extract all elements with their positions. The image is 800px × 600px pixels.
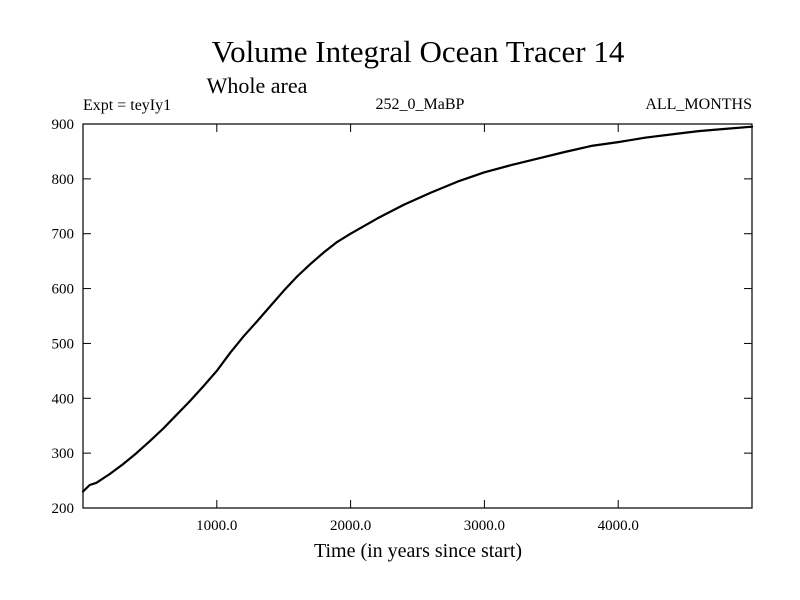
x-tick-label: 2000.0	[330, 518, 371, 534]
y-tick-label: 600	[52, 282, 75, 298]
series-layer	[81, 125, 754, 493]
run-label: 252_0_MaBP	[376, 96, 465, 113]
months-label: ALL_MONTHS	[645, 96, 752, 113]
y-tick-label: 200	[52, 501, 75, 517]
y-tick-label: 400	[52, 391, 75, 407]
y-axis: 200 300 400 500 600 700 800 900	[52, 117, 752, 517]
x-tick-label: 4000.0	[598, 518, 639, 534]
y-tick-label: 500	[52, 336, 75, 352]
chart-subtitle: Whole area	[207, 73, 308, 98]
y-tick-label: 300	[52, 446, 75, 462]
y-tick-label: 700	[52, 227, 75, 243]
plot-frame	[82, 123, 753, 509]
x-tick-label: 1000.0	[196, 518, 237, 534]
experiment-label: Expt = teyIy1	[83, 97, 171, 114]
x-tick-label: 3000.0	[464, 518, 505, 534]
y-tick-label: 900	[52, 117, 75, 133]
x-axis: 1000.0 2000.0 3000.0 4000.0	[196, 124, 639, 534]
x-axis-label: Time (in years since start)	[314, 540, 522, 562]
chart-title: Volume Integral Ocean Tracer 14	[212, 34, 625, 69]
series-line-0	[81, 125, 754, 493]
y-tick-label: 800	[52, 172, 75, 188]
